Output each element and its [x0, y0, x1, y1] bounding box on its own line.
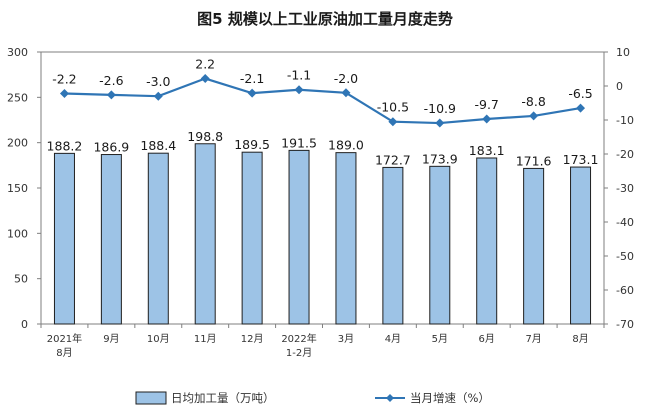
bar	[100, 154, 122, 325]
x-axis-tick-label: 8月	[572, 333, 588, 345]
plot-frame	[40, 51, 605, 325]
line-point	[153, 91, 163, 101]
right-axis-tick-label: -50	[616, 250, 634, 263]
line-data-label: 2.2	[195, 57, 215, 72]
bar	[429, 165, 451, 325]
right-axis-tick-label: -40	[616, 216, 634, 229]
right-axis: -70 -60 -50 -40 -30 -20 -10 0 10	[604, 46, 634, 331]
plot-area	[40, 51, 605, 325]
right-axis-tick-label: -60	[616, 284, 634, 297]
line-data-label: -3.0	[146, 74, 170, 89]
line-data-label: -6.5	[568, 86, 592, 101]
legend-bar-label: 日均加工量（万吨）	[171, 391, 275, 405]
bar-labels: 188.2 186.9 188.4 198.8 189.5 191.5 189.0 172.7…	[47, 129, 599, 169]
line-data-label: -9.7	[475, 97, 499, 112]
x-axis-tick-label: 6月	[479, 333, 495, 345]
right-axis-tick-label: -10	[616, 114, 634, 127]
line-point	[435, 118, 445, 128]
line-data-label: -2.0	[334, 71, 358, 86]
line-data-label: -2.2	[52, 71, 76, 86]
left-axis-tick-label: 200	[7, 137, 28, 150]
bar-data-label: 186.9	[93, 140, 129, 155]
bar-data-label: 173.1	[563, 152, 599, 167]
legend: 日均加工量（万吨） 当月增速（%）	[135, 391, 490, 405]
line-point	[294, 85, 304, 95]
line-point	[59, 88, 69, 98]
line-data-label: -2.6	[99, 73, 123, 88]
bar	[194, 143, 216, 325]
left-axis-tick-label: 0	[21, 318, 28, 331]
line-data-label: -10.9	[424, 101, 456, 116]
left-axis-tick-label: 50	[14, 273, 28, 286]
bar-data-label: 189.0	[328, 138, 364, 153]
line-path	[64, 77, 581, 125]
bar-data-label: 173.9	[422, 151, 458, 166]
bar-data-label: 172.7	[375, 152, 411, 167]
x-axis: 2021年 8月 9月 10月 11月 12月 2022年 1-2月 3月 4月 5月 6月 7月 8月	[40, 324, 605, 359]
line-point	[529, 111, 539, 121]
line-point	[200, 74, 210, 84]
right-axis-tick-label: -70	[616, 318, 634, 331]
line-data-label: -2.1	[240, 71, 264, 86]
line-data-label: -8.8	[521, 94, 545, 109]
bar-series	[53, 143, 592, 325]
x-axis-tick-label: 2022年	[281, 332, 316, 345]
left-axis-tick-label: 100	[7, 227, 28, 240]
right-axis-tick-label: 0	[616, 80, 623, 93]
line-data-label: -10.5	[377, 100, 409, 115]
legend-line-marker	[386, 394, 394, 402]
bar	[53, 152, 75, 325]
bar	[288, 149, 310, 325]
x-axis-tick-label: 7月	[525, 333, 541, 345]
line-point	[388, 117, 398, 127]
bar	[523, 167, 545, 325]
bar	[382, 166, 404, 325]
legend-bar-swatch	[135, 391, 167, 405]
left-axis: 0 50 100 150 200 250 300	[7, 46, 41, 331]
bar	[476, 157, 498, 325]
bar-data-label: 191.5	[281, 135, 317, 150]
line-point	[106, 90, 116, 100]
line-point	[576, 103, 586, 113]
line-series	[59, 74, 586, 128]
line-labels: -2.2 -2.6 -3.0 2.2 -2.1 -1.1 -2.0 -10.5 -10.9 -9.…	[52, 57, 592, 117]
line-point	[341, 88, 351, 98]
bar	[570, 166, 592, 325]
bar-data-label: 189.5	[234, 137, 270, 152]
bar	[147, 152, 169, 325]
x-axis-tick-label: 9月	[103, 333, 119, 345]
x-axis-tick-label: 2021年	[47, 332, 82, 345]
x-axis-tick-label: 12月	[241, 333, 264, 345]
bar-data-label: 188.2	[47, 138, 83, 153]
left-axis-tick-label: 300	[7, 46, 28, 59]
x-axis-tick-label: 4月	[385, 333, 401, 345]
line-point	[482, 114, 492, 124]
x-axis-tick-label: 8月	[56, 347, 72, 359]
line-point	[247, 88, 257, 98]
bar	[335, 152, 357, 325]
bar-data-label: 183.1	[469, 143, 505, 158]
right-axis-tick-label: -30	[616, 182, 634, 195]
bar	[241, 151, 263, 325]
x-axis-tick-label: 11月	[194, 333, 217, 345]
right-axis-tick-label: -20	[616, 148, 634, 161]
legend-line-label: 当月增速（%）	[410, 391, 490, 405]
bar-data-label: 188.4	[140, 138, 176, 153]
right-axis-tick-label: 10	[616, 46, 630, 59]
chart-title: 图5 规模以上工业原油加工量月度走势	[197, 10, 453, 28]
left-axis-tick-label: 150	[7, 182, 28, 195]
x-axis-tick-label: 1-2月	[286, 347, 312, 359]
x-axis-tick-label: 5月	[432, 333, 448, 345]
x-axis-tick-label: 3月	[338, 333, 354, 345]
bar-data-label: 198.8	[187, 129, 223, 144]
left-axis-tick-label: 250	[7, 91, 28, 104]
line-data-label: -1.1	[287, 68, 311, 83]
x-axis-tick-label: 10月	[147, 333, 170, 345]
bar-data-label: 171.6	[516, 153, 552, 168]
